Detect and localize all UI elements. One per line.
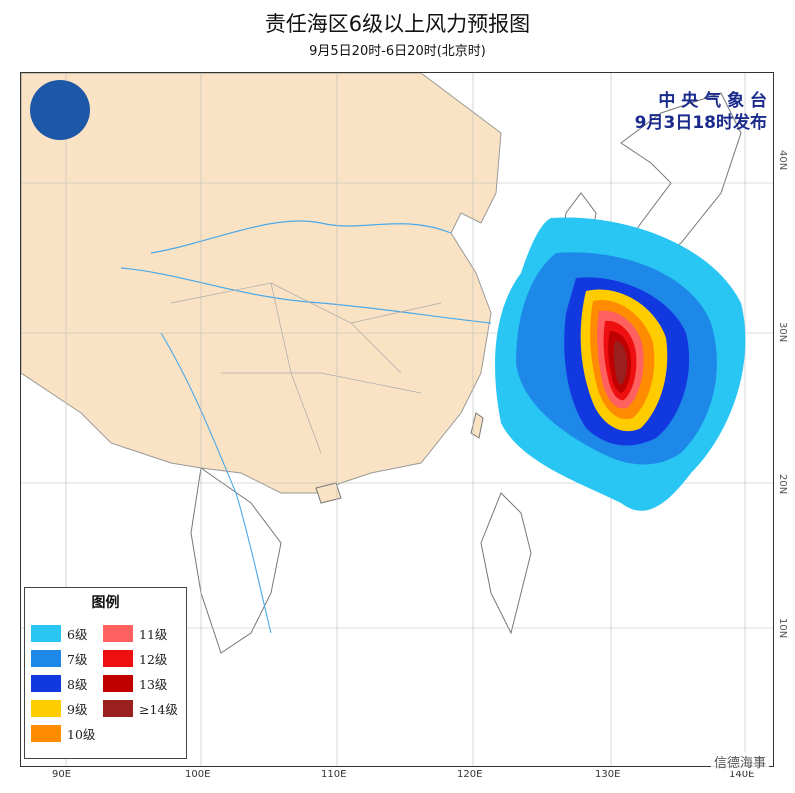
legend-label: 7级	[67, 652, 88, 667]
legend-label: 8级	[67, 677, 88, 692]
lon-label-140e: 140E	[729, 769, 755, 780]
cma-logo-icon	[30, 80, 90, 140]
lat-label-20n: 20N	[777, 474, 788, 495]
lon-label-130e: 130E	[595, 769, 621, 780]
legend-label: ≥14级	[139, 702, 178, 717]
lat-label-30n: 30N	[777, 322, 788, 343]
river-yangtze	[120, 267, 492, 324]
legend-swatch	[103, 625, 133, 642]
lon-label-90e: 90E	[52, 769, 72, 780]
issuer-block: 中 央 气 象 台 9月3日18时发布	[635, 90, 767, 134]
land-indochina	[190, 467, 282, 654]
lon-label-120e: 120E	[457, 769, 483, 780]
river-yellow	[150, 220, 452, 254]
legend-swatch	[31, 650, 61, 667]
map-subtitle: 9月5日20时-6日20时(北京时)	[309, 44, 486, 59]
gridlines	[21, 73, 773, 766]
lat-label-40n: 40N	[777, 150, 788, 171]
legend-label: 6级	[67, 627, 88, 642]
legend-label: 13级	[139, 677, 168, 692]
river-mekong	[160, 332, 272, 634]
legend-item-10: 10级	[31, 724, 95, 743]
legend-swatch	[103, 650, 133, 667]
legend-label: 9级	[67, 702, 88, 717]
issuer-agency: 中 央 气 象 台	[658, 91, 767, 111]
legend-item-9: 9级	[31, 699, 87, 718]
map-canvas	[21, 73, 773, 766]
legend: 图例 6级 7级 8级 9级 10级 11级 12级 13级 ≥14级	[24, 587, 187, 759]
legend-item-12: 12级	[103, 649, 167, 668]
watermark: 信德海事	[710, 752, 769, 771]
legend-swatch	[31, 675, 61, 692]
land-taiwan	[470, 412, 484, 439]
legend-label: 12级	[139, 652, 168, 667]
wind-zones	[495, 217, 746, 511]
legend-title: 图例	[91, 595, 120, 611]
lat-label-10n: 10N	[777, 618, 788, 639]
issuer-time: 9月3日18时发布	[634, 113, 767, 133]
legend-swatch	[31, 625, 61, 642]
legend-item-7: 7级	[31, 649, 87, 668]
legend-swatch	[103, 675, 133, 692]
land-hainan	[315, 482, 342, 504]
map-title: 责任海区6级以上风力预报图	[264, 12, 531, 36]
wind-zone-14	[613, 341, 627, 385]
legend-swatch	[103, 700, 133, 717]
legend-label: 10级	[67, 727, 96, 742]
land-mainland	[21, 73, 502, 494]
lon-label-110e: 110E	[321, 769, 347, 780]
legend-label: 11级	[139, 627, 168, 642]
legend-item-11: 11级	[103, 624, 167, 643]
legend-item-6: 6级	[31, 624, 87, 643]
legend-item-14plus: ≥14级	[103, 699, 178, 718]
legend-swatch	[31, 700, 61, 717]
lon-label-100e: 100E	[185, 769, 211, 780]
legend-swatch	[31, 725, 61, 742]
legend-item-8: 8级	[31, 674, 87, 693]
province-borders	[170, 282, 442, 454]
forecast-map	[20, 72, 774, 767]
land-philippines	[480, 492, 532, 635]
legend-item-13: 13级	[103, 674, 167, 693]
